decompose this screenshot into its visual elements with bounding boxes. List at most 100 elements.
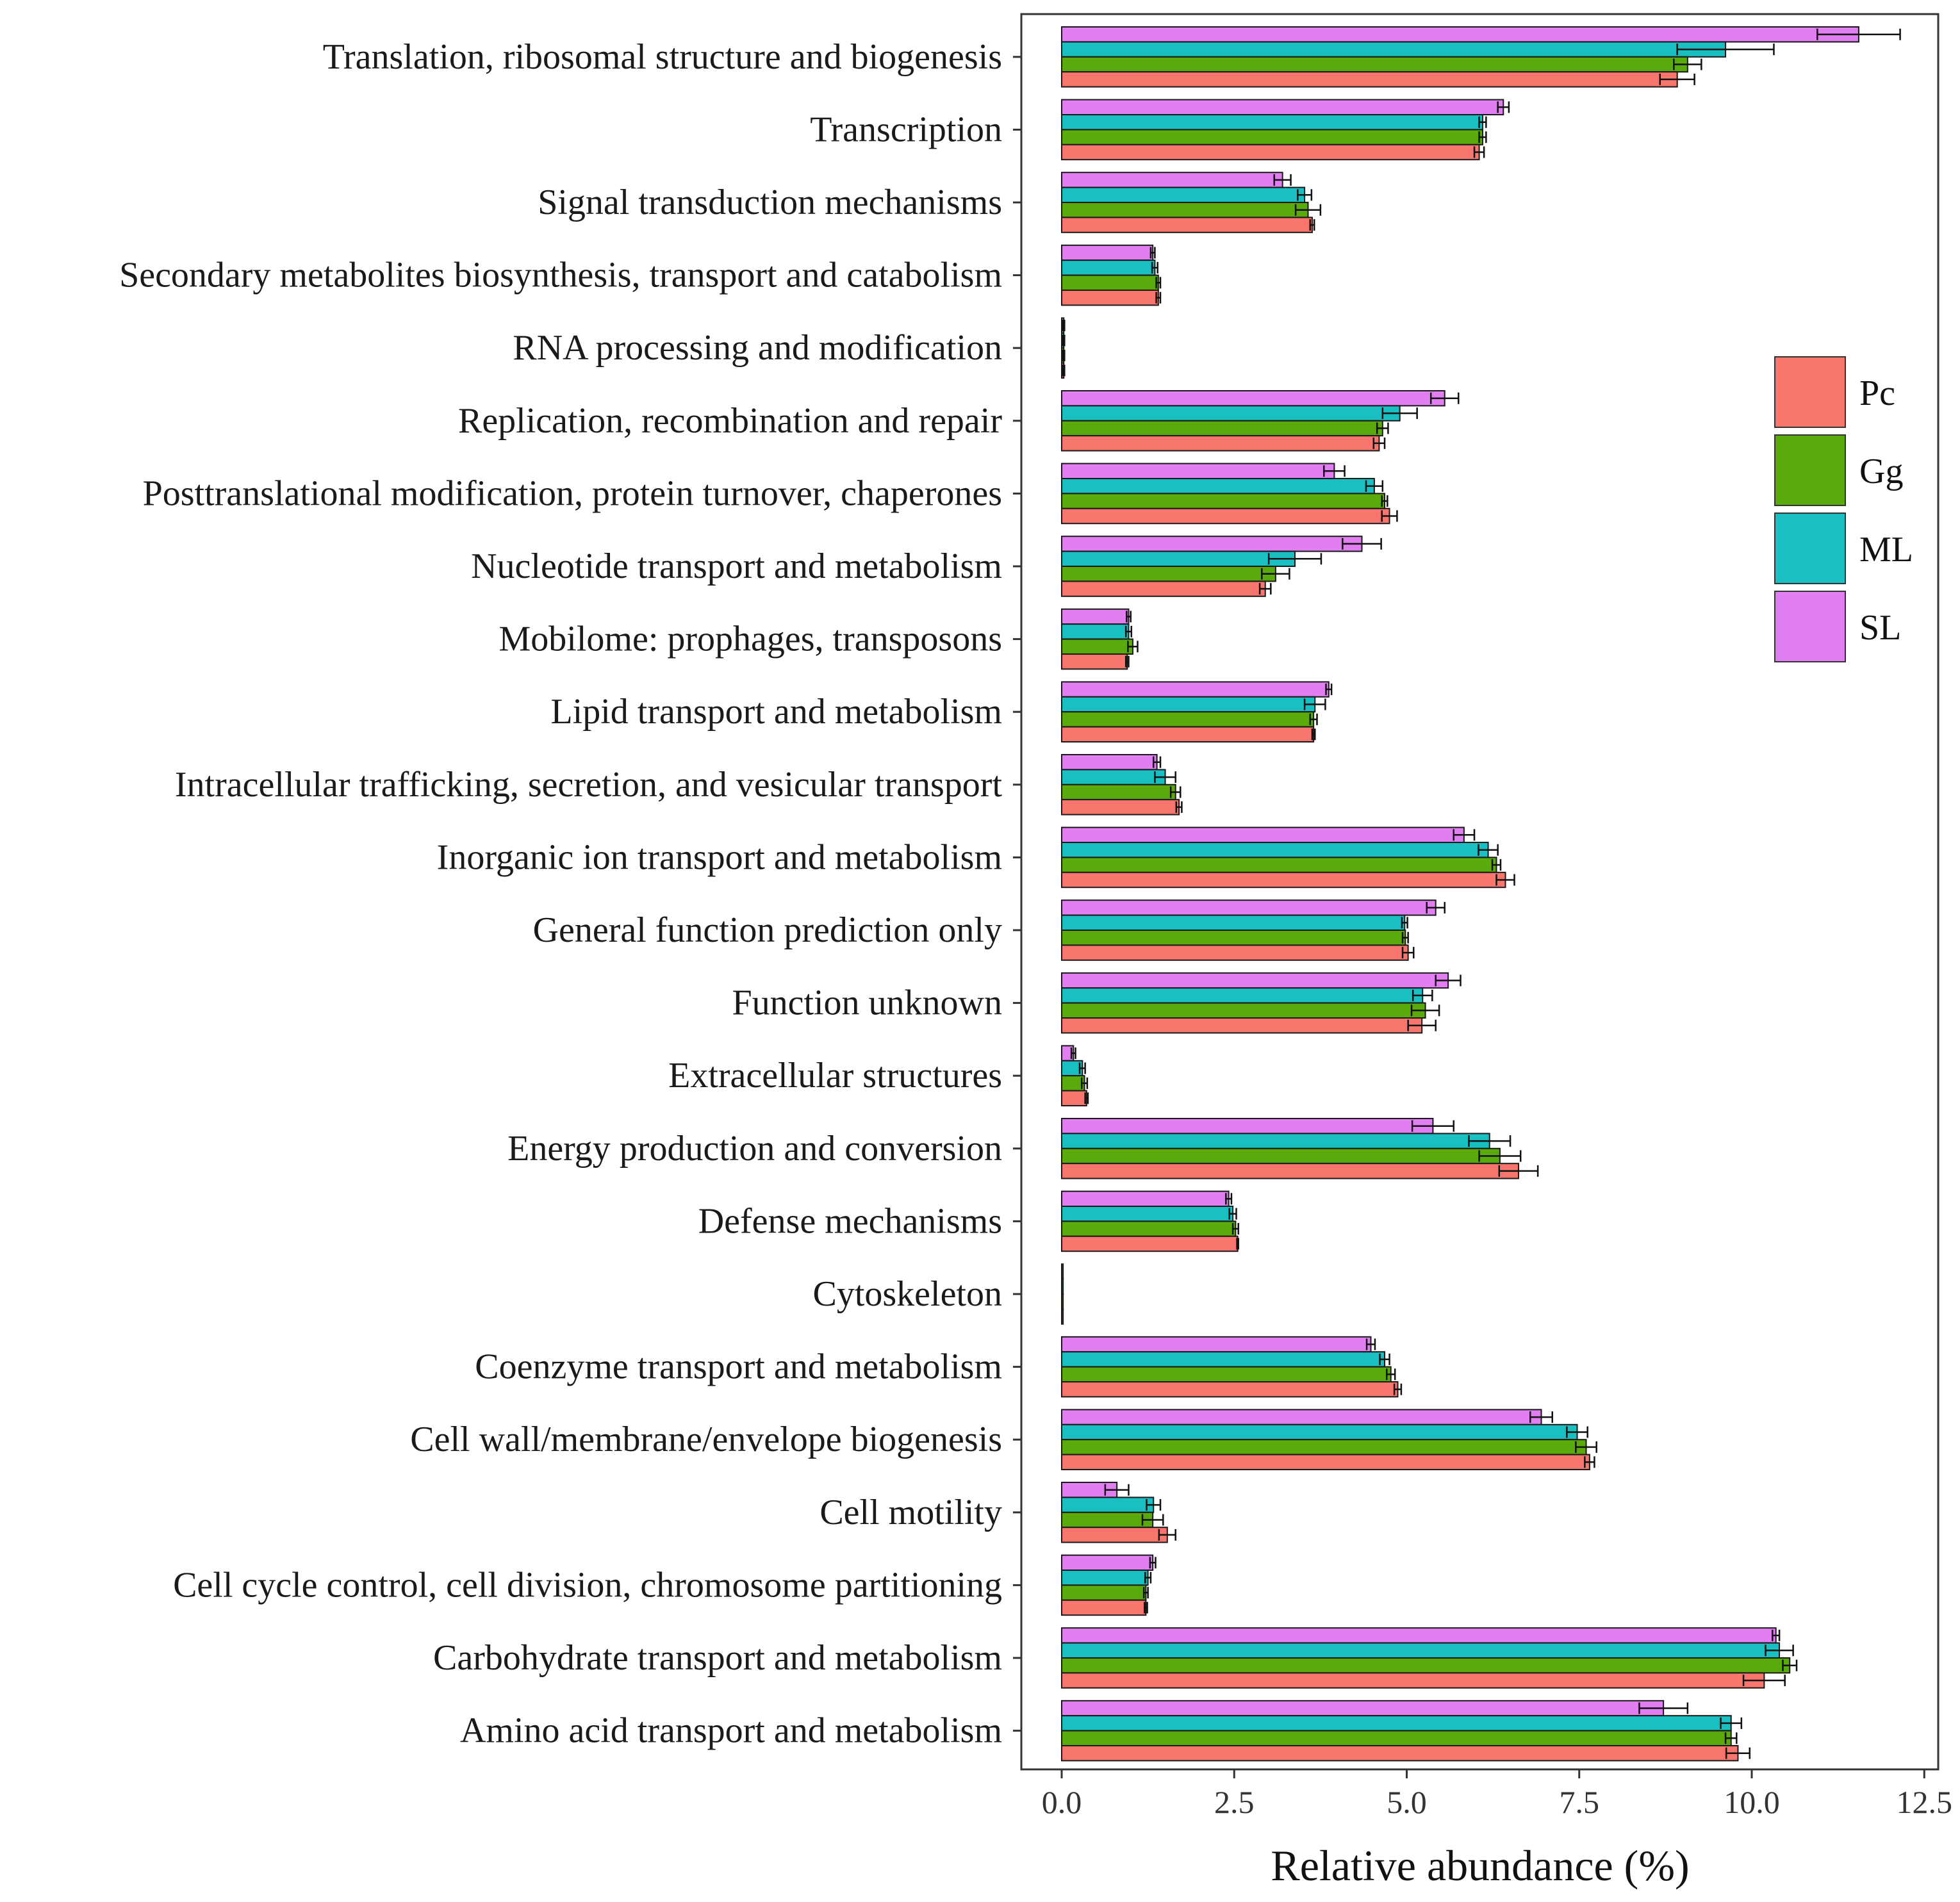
bar-ml-lipid-transport-and-metabolism (1061, 696, 1316, 713)
category-label-replication-recombination-and-repair: Replication, recombination and repair (458, 401, 1002, 441)
bar-pc-mobilome-prophages-transposons (1061, 653, 1128, 670)
bar-ml-posttranslational-modification-protein-turnover-chaperones (1061, 478, 1375, 495)
error-bar-pc-defense-mechanisms (1236, 1238, 1239, 1250)
legend-item-gg: Gg (1774, 434, 1903, 506)
error-bar-pc-carbohydrate-transport-and-metabolism (1742, 1675, 1786, 1687)
legend-label-gg: Gg (1859, 452, 1903, 491)
bar-gg-cytoskeleton (1061, 1293, 1064, 1310)
x-tick-label-12-5: 12.5 (1897, 1784, 1953, 1820)
legend-swatch-sl (1774, 591, 1846, 662)
category-label-inorganic-ion-transport-and-metabolism: Inorganic ion transport and metabolism (437, 837, 1002, 877)
bar-pc-energy-production-and-conversion (1061, 1163, 1519, 1179)
error-bar-pc-signal-transduction-mechanisms (1309, 219, 1315, 231)
bar-pc-function-unknown (1061, 1017, 1423, 1034)
bar-pc-transcription (1061, 143, 1480, 161)
bar-ml-nucleotide-transport-and-metabolism (1061, 550, 1296, 567)
bar-ml-general-function-prediction-only (1061, 914, 1406, 931)
error-bar-gg-translation-ribosomal-structure-and-biogenesis (1673, 58, 1702, 70)
bar-sl-signal-transduction-mechanisms (1061, 172, 1283, 188)
error-bar-pc-energy-production-and-conversion (1498, 1165, 1539, 1177)
error-bar-pc-replication-recombination-and-repair (1372, 437, 1386, 449)
error-bar-ml-defense-mechanisms (1228, 1208, 1237, 1220)
bar-gg-cell-cycle-control-cell-division-chromosome-partitioning (1061, 1584, 1147, 1601)
bar-gg-posttranslational-modification-protein-turnover-chaperones (1061, 493, 1386, 509)
bar-sl-energy-production-and-conversion (1061, 1118, 1434, 1135)
bar-sl-inorganic-ion-transport-and-metabolism (1061, 826, 1465, 843)
category-label-extracellular-structures: Extracellular structures (668, 1056, 1002, 1095)
error-bar-sl-cell-wall-membrane-envelope-biogenesis (1529, 1411, 1553, 1423)
bar-pc-cell-wall-membrane-envelope-biogenesis (1061, 1454, 1590, 1471)
error-bar-ml-nucleotide-transport-and-metabolism (1267, 553, 1322, 565)
bar-pc-cell-motility (1061, 1527, 1168, 1543)
bar-pc-inorganic-ion-transport-and-metabolism (1061, 871, 1506, 889)
bar-sl-translation-ribosomal-structure-and-biogenesis (1061, 26, 1859, 43)
bar-sl-nucleotide-transport-and-metabolism (1061, 536, 1363, 552)
category-label-carbohydrate-transport-and-metabolism: Carbohydrate transport and metabolism (433, 1638, 1002, 1678)
category-label-cell-cycle-control-cell-division-chromosome-partitioning: Cell cycle control, cell division, chrom… (173, 1565, 1002, 1605)
legend-swatch-ml (1774, 512, 1846, 584)
bar-gg-nucleotide-transport-and-metabolism (1061, 566, 1276, 582)
error-bar-sl-cell-cycle-control-cell-division-chromosome-partitioning (1149, 1557, 1157, 1569)
error-bar-pc-posttranslational-modification-protein-turnover-chaperones (1381, 510, 1398, 522)
bar-ml-energy-production-and-conversion (1061, 1133, 1490, 1149)
bar-sl-amino-acid-transport-and-metabolism (1061, 1700, 1665, 1717)
error-bar-gg-coenzyme-transport-and-metabolism (1386, 1368, 1396, 1381)
error-bar-sl-signal-transduction-mechanisms (1273, 174, 1292, 186)
error-bar-sl-posttranslational-modification-protein-turnover-chaperones (1323, 465, 1346, 477)
category-label-mobilome-prophages-transposons: Mobilome: prophages, transposons (499, 619, 1002, 659)
error-bar-pc-cell-cycle-control-cell-division-chromosome-partitioning (1143, 1602, 1148, 1614)
bar-sl-replication-recombination-and-repair (1061, 390, 1445, 407)
bar-pc-defense-mechanisms (1061, 1235, 1239, 1252)
x-tick-label-10-0: 10.0 (1724, 1784, 1780, 1820)
error-bar-ml-general-function-prediction-only (1401, 917, 1408, 929)
legend-item-pc: Pc (1774, 356, 1895, 428)
error-bar-gg-amino-acid-transport-and-metabolism (1724, 1732, 1738, 1744)
bar-ml-intracellular-trafficking-secretion-and-vesicular-transport (1061, 769, 1166, 785)
bar-pc-extracellular-structures (1061, 1090, 1087, 1106)
bar-sl-transcription (1061, 99, 1504, 116)
error-bar-gg-transcription (1478, 131, 1487, 143)
bar-gg-inorganic-ion-transport-and-metabolism (1061, 857, 1497, 873)
bar-gg-energy-production-and-conversion (1061, 1147, 1501, 1165)
error-bar-sl-coenzyme-transport-and-metabolism (1365, 1338, 1376, 1350)
error-bar-sl-translation-ribosomal-structure-and-biogenesis (1816, 28, 1901, 40)
category-label-secondary-metabolites-biosynthesis-transport-and-catabolism: Secondary metabolites biosynthesis, tran… (119, 256, 1002, 295)
error-bar-pc-nucleotide-transport-and-metabolism (1258, 583, 1272, 595)
bar-pc-intracellular-trafficking-secretion-and-vesicular-transport (1061, 799, 1180, 816)
category-label-nucleotide-transport-and-metabolism: Nucleotide transport and metabolism (471, 546, 1002, 586)
error-bar-sl-inorganic-ion-transport-and-metabolism (1453, 829, 1476, 841)
error-bar-ml-translation-ribosomal-structure-and-biogenesis (1676, 44, 1775, 56)
x-tick-label-7-5: 7.5 (1560, 1784, 1600, 1820)
category-label-intracellular-trafficking-secretion-and-vesicular-transport: Intracellular trafficking, secretion, an… (175, 765, 1003, 805)
y-axis: Translation, ribosomal structure and bio… (119, 37, 1021, 1751)
error-bar-ml-intracellular-trafficking-secretion-and-vesicular-transport (1154, 771, 1176, 783)
bar-pc-nucleotide-transport-and-metabolism (1061, 580, 1266, 597)
bar-pc-carbohydrate-transport-and-metabolism (1061, 1672, 1765, 1689)
x-tick-label-0-0: 0.0 (1042, 1784, 1082, 1820)
bar-sl-posttranslational-modification-protein-turnover-chaperones (1061, 463, 1335, 479)
error-bar-ml-mobilome-prophages-transposons (1124, 625, 1133, 637)
bar-gg-transcription (1061, 129, 1483, 145)
error-bar-gg-cell-wall-membrane-envelope-biogenesis (1575, 1441, 1597, 1453)
bar-sl-lipid-transport-and-metabolism (1061, 681, 1330, 698)
bar-sl-cytoskeleton (1061, 1263, 1064, 1280)
bar-gg-secondary-metabolites-biosynthesis-transport-and-catabolism (1061, 274, 1159, 291)
category-label-coenzyme-transport-and-metabolism: Coenzyme transport and metabolism (475, 1347, 1002, 1387)
bar-ml-coenzyme-transport-and-metabolism (1061, 1351, 1386, 1368)
error-bar-ml-energy-production-and-conversion (1468, 1135, 1511, 1147)
category-label-signal-transduction-mechanisms: Signal transduction mechanisms (538, 183, 1002, 222)
error-bar-pc-inorganic-ion-transport-and-metabolism (1495, 874, 1515, 886)
bar-gg-amino-acid-transport-and-metabolism (1061, 1730, 1732, 1747)
bar-gg-carbohydrate-transport-and-metabolism (1061, 1657, 1791, 1674)
error-bar-pc-function-unknown (1407, 1019, 1437, 1031)
category-label-lipid-transport-and-metabolism: Lipid transport and metabolism (550, 692, 1002, 732)
bar-ml-mobilome-prophages-transposons (1061, 623, 1130, 640)
bar-pc-secondary-metabolites-biosynthesis-transport-and-catabolism (1061, 290, 1159, 306)
bar-gg-lipid-transport-and-metabolism (1061, 711, 1315, 728)
x-tick-label-5-0: 5.0 (1387, 1784, 1427, 1820)
error-bar-pc-secondary-metabolites-biosynthesis-transport-and-catabolism (1155, 291, 1162, 304)
bar-ml-secondary-metabolites-biosynthesis-transport-and-catabolism (1061, 259, 1156, 276)
plot-panel-border (1020, 13, 1939, 1771)
bar-ml-cell-wall-membrane-envelope-biogenesis (1061, 1423, 1578, 1441)
error-bar-pc-mobilome-prophages-transposons (1124, 655, 1130, 668)
